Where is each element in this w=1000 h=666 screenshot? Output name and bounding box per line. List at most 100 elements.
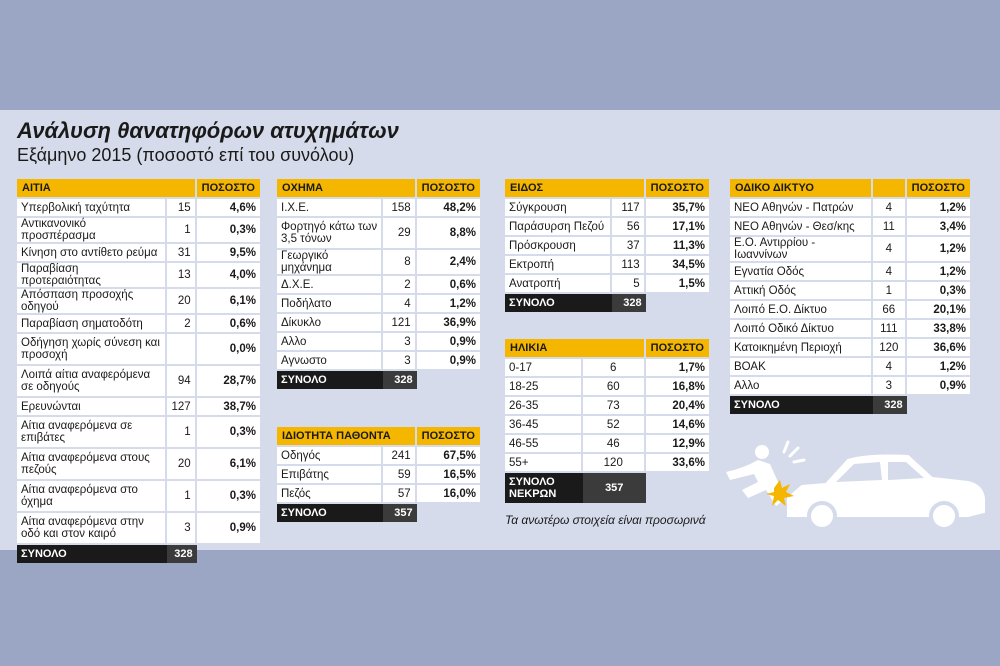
row-count: 4 xyxy=(873,199,907,216)
table-idiotita: ΙΔΙΟΤΗΤΑ ΠΑΘΟΝΤΑ ΠΟΣΟΣΤΟ Οδηγός 241 67,5% Ε… xyxy=(277,425,480,524)
table-row: ΝΕΟ Αθηνών - Πατρών 4 1,2% xyxy=(730,199,970,216)
total-label: ΣΥΝΟΛΟ xyxy=(730,396,873,414)
row-count: 121 xyxy=(383,314,416,331)
row-count: 59 xyxy=(383,466,416,483)
row-count: 60 xyxy=(583,378,646,395)
total-row: ΣΥΝΟΛΟ 328 xyxy=(730,396,970,414)
table-row: Ποδήλατο 4 1,2% xyxy=(277,295,480,312)
table-row: Φορτηγό κάτω των 3,5 τόνων 29 8,8% xyxy=(277,218,480,248)
impact-lines xyxy=(784,442,804,462)
table-row: Πρόσκρουση 37 11,3% xyxy=(505,237,709,254)
provisional-note: Τα ανωτέρω στοιχεία είναι προσωρινά xyxy=(505,513,706,527)
row-percent: 1,2% xyxy=(907,263,970,280)
row-percent: 14,6% xyxy=(646,416,709,433)
header-pct: ΠΟΣΟΣΤΟ xyxy=(646,179,709,197)
row-label: 0-17 xyxy=(505,359,583,376)
row-count: 15 xyxy=(167,199,196,216)
row-label: Ερευνώνται xyxy=(17,398,167,415)
row-label: Δίκυκλο xyxy=(277,314,383,331)
total-row: ΣΥΝΟΛΟ 328 xyxy=(505,294,709,312)
row-percent: 20,1% xyxy=(907,301,970,318)
row-percent: 4,6% xyxy=(197,199,260,216)
total-label: ΣΥΝΟΛΟ ΝΕΚΡΩΝ xyxy=(505,473,583,503)
row-label: Λοιπό Ε.Ο. Δίκτυο xyxy=(730,301,873,318)
row-percent: 6,1% xyxy=(197,449,260,479)
table-row: Παραβίαση σηματοδότη 2 0,6% xyxy=(17,315,260,332)
row-label: Λοιπό Οδικό Δίκτυο xyxy=(730,320,873,337)
row-label: Κίνηση στο αντίθετο ρεύμα xyxy=(17,244,167,261)
row-percent: 11,3% xyxy=(646,237,709,254)
row-percent: 1,2% xyxy=(907,237,970,261)
row-label: 55+ xyxy=(505,454,583,471)
row-label: Πρόσκρουση xyxy=(505,237,612,254)
header-pct: ΠΟΣΟΣΤΟ xyxy=(907,179,970,197)
table-row: Λοιπά αίτια αναφερόμενα σε οδηγούς 94 28,7… xyxy=(17,366,260,396)
total-row: ΣΥΝΟΛΟ ΝΕΚΡΩΝ 357 xyxy=(505,473,709,503)
table-header: ΑΙΤΙΑ ΠΟΣΟΣΤΟ xyxy=(17,179,260,197)
table-header: ΕΙΔΟΣ ΠΟΣΟΣΤΟ xyxy=(505,179,709,197)
header-label: ΗΛΙΚΙΑ xyxy=(505,339,646,357)
row-percent: 38,7% xyxy=(197,398,260,415)
table-row: 0-17 6 1,7% xyxy=(505,359,709,376)
row-percent: 0,0% xyxy=(197,334,260,364)
row-percent: 0,3% xyxy=(197,218,260,242)
table-row: Αίτια αναφερόμενα στην οδό και στον καιρ… xyxy=(17,513,260,543)
row-label: Δ.Χ.Ε. xyxy=(277,276,383,293)
row-percent: 33,8% xyxy=(907,320,970,337)
table-row: Κίνηση στο αντίθετο ρεύμα 31 9,5% xyxy=(17,244,260,261)
row-label: ΝΕΟ Αθηνών - Θεσ/κης xyxy=(730,218,873,235)
row-count: 66 xyxy=(873,301,907,318)
row-percent: 16,0% xyxy=(417,485,480,502)
row-label: 46-55 xyxy=(505,435,583,452)
row-count: 52 xyxy=(583,416,646,433)
row-percent: 17,1% xyxy=(646,218,709,235)
row-count: 3 xyxy=(383,333,416,350)
table-header: ΙΔΙΟΤΗΤΑ ΠΑΘΟΝΤΑ ΠΟΣΟΣΤΟ xyxy=(277,427,480,445)
header-label: ΑΙΤΙΑ xyxy=(17,179,197,197)
row-count: 3 xyxy=(383,352,416,369)
crash-illustration xyxy=(718,428,990,538)
total-row: ΣΥΝΟΛΟ 357 xyxy=(277,504,480,522)
row-count: 6 xyxy=(583,359,646,376)
table-row: Αντικανονικό προσπέρασμα 1 0,3% xyxy=(17,218,260,242)
row-percent: 28,7% xyxy=(197,366,260,396)
table-row: 46-55 46 12,9% xyxy=(505,435,709,452)
row-percent: 6,1% xyxy=(197,289,260,313)
row-count: 20 xyxy=(167,289,196,313)
row-label: Φορτηγό κάτω των 3,5 τόνων xyxy=(277,218,383,248)
total-blank xyxy=(417,504,480,522)
row-percent: 1,2% xyxy=(417,295,480,312)
row-label: Αλλο xyxy=(730,377,873,394)
table-row: Παραβίαση προτεραιότητας 13 4,0% xyxy=(17,263,260,287)
table-row: Παράσυρση Πεζού 56 17,1% xyxy=(505,218,709,235)
table-diktyo: ΟΔΙΚΟ ΔΙΚΤΥΟ ΠΟΣΟΣΤΟ ΝΕΟ Αθηνών - Πατρών… xyxy=(730,177,970,416)
table-oxhma: ΟΧΗΜΑ ΠΟΣΟΣΤΟ Ι.Χ.Ε. 158 48,2% Φορτηγό κάτω… xyxy=(277,177,480,391)
row-percent: 12,9% xyxy=(646,435,709,452)
table-row: Αγνωστο 3 0,9% xyxy=(277,352,480,369)
table-row: 55+ 120 33,6% xyxy=(505,454,709,471)
row-count: 241 xyxy=(383,447,416,464)
row-label: Αίτια αναφερόμενα στο όχημα xyxy=(17,481,167,511)
row-percent: 35,7% xyxy=(646,199,709,216)
table-row: Γεωργικό μηχάνημα 8 2,4% xyxy=(277,250,480,274)
row-label: Ε.Ο. Αντιρρίου - Ιωαννίνων xyxy=(730,237,873,261)
row-count xyxy=(167,334,196,364)
row-label: Αίτια αναφερόμενα στην οδό και στον καιρ… xyxy=(17,513,167,543)
car-rear-wheel xyxy=(931,503,957,529)
table-row: Πεζός 57 16,0% xyxy=(277,485,480,502)
header-label: ΕΙΔΟΣ xyxy=(505,179,646,197)
table-row: Εγνατία Οδός 4 1,2% xyxy=(730,263,970,280)
total-count: 328 xyxy=(167,545,196,563)
row-label: Πεζός xyxy=(277,485,383,502)
row-label: 26-35 xyxy=(505,397,583,414)
table-row: Λοιπό Οδικό Δίκτυο 111 33,8% xyxy=(730,320,970,337)
header-label: ΟΧΗΜΑ xyxy=(277,179,417,197)
row-count: 127 xyxy=(167,398,196,415)
row-count: 1 xyxy=(167,481,196,511)
row-count: 117 xyxy=(612,199,645,216)
row-percent: 0,9% xyxy=(907,377,970,394)
row-count: 4 xyxy=(873,263,907,280)
table-header: ΟΔΙΚΟ ΔΙΚΤΥΟ ΠΟΣΟΣΤΟ xyxy=(730,179,970,197)
header-label: ΟΔΙΚΟ ΔΙΚΤΥΟ xyxy=(730,179,873,197)
row-percent: 8,8% xyxy=(417,218,480,248)
